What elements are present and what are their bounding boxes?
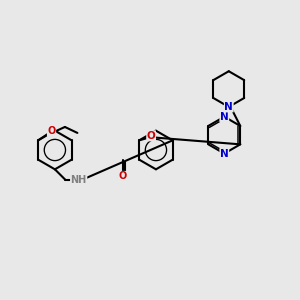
Text: O: O (47, 126, 56, 136)
Text: O: O (147, 131, 155, 141)
Text: NH: NH (70, 175, 87, 185)
Text: N: N (220, 112, 229, 122)
Text: O: O (118, 171, 127, 182)
Text: N: N (220, 148, 229, 159)
Text: N: N (224, 102, 233, 112)
